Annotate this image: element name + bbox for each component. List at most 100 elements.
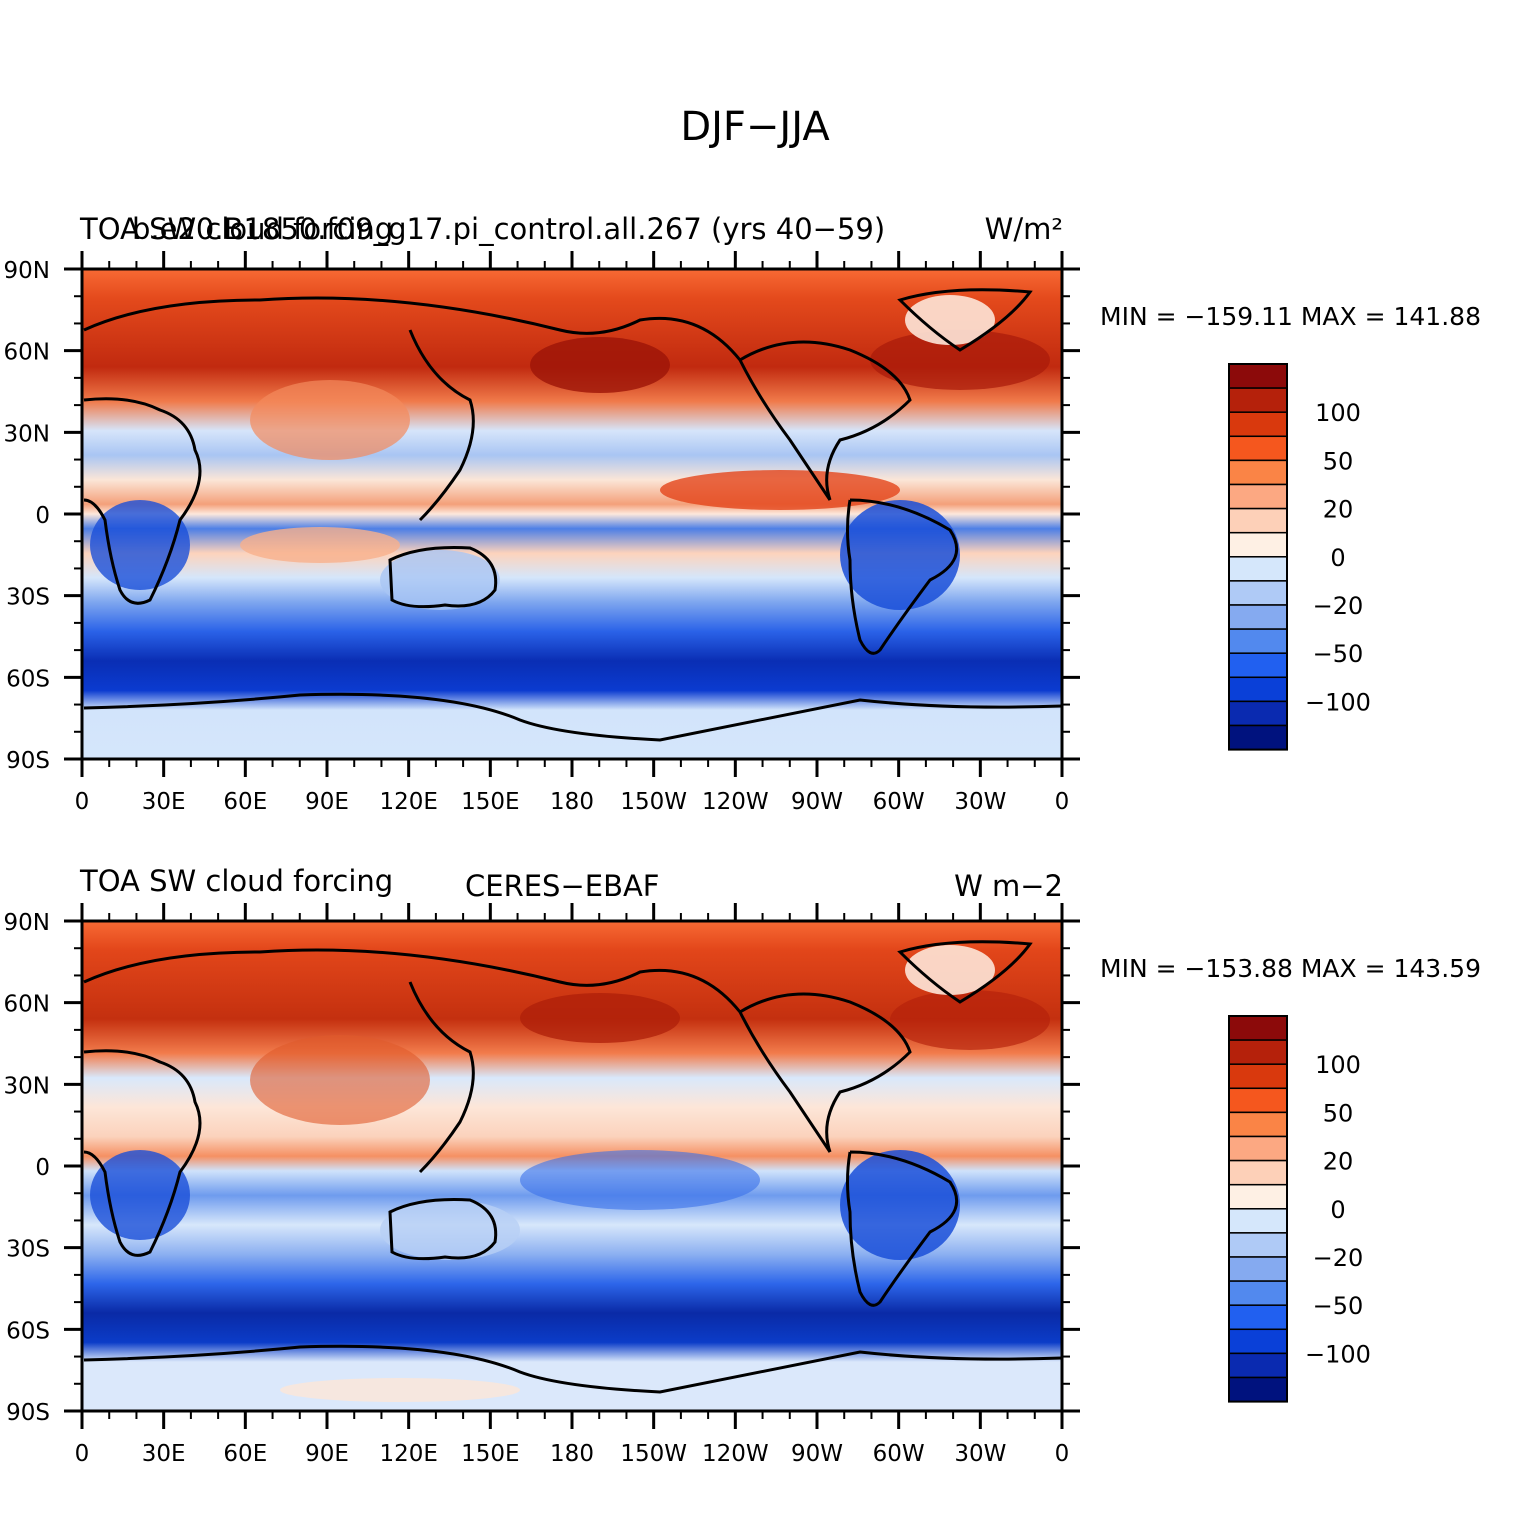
min-max-readout: MIN = −159.11 MAX = 141.88 [1100, 302, 1481, 331]
colorbar-box [1228, 1111, 1288, 1138]
colorbar-box [1228, 1256, 1288, 1282]
colorbar-label: 50 [1323, 1099, 1354, 1127]
lon-tick-label: 30W [954, 789, 1006, 815]
lon-tick-label: 60W [873, 1441, 925, 1467]
longitude-ticks: 0 30E 60E 90E 120E 150E 180 150W 120W 90W 60W 30W 0 [75, 251, 1070, 815]
colorbar-label: −50 [1313, 1292, 1364, 1320]
colorbar-label: −20 [1313, 1244, 1364, 1272]
lon-tick-label: 30E [142, 1441, 186, 1467]
colorbar-label: −50 [1313, 640, 1364, 668]
model-panel: TOA SW cloud forcing b.e20.B1850.f09_g17… [4, 212, 1481, 815]
panel-center-label: CERES−EBAF [465, 869, 660, 903]
colorbar-label: 100 [1315, 1051, 1361, 1079]
lon-tick-label: 60E [223, 1441, 267, 1467]
lat-tick-label: 90N [4, 910, 50, 936]
lat-tick-label: 0 [35, 1155, 50, 1181]
colorbar-box [1228, 556, 1288, 582]
colorbar: 100 50 20 0 −20 −50 −100 [1228, 363, 1371, 751]
lon-tick-label: 0 [1055, 1441, 1070, 1467]
observation-panel: TOA SW cloud forcing CERES−EBAF W m−2 [4, 864, 1481, 1467]
lon-tick-label: 150W [620, 789, 687, 815]
colorbar-box [1228, 483, 1288, 510]
colorbar-box [1228, 604, 1288, 630]
lon-tick-label: 90W [791, 789, 843, 815]
lat-tick-label: 30N [4, 1073, 50, 1099]
lon-tick-label: 120E [379, 1441, 437, 1467]
colorbar-box [1228, 459, 1288, 486]
latitude-ticks: 90N 60N 30N 0 30S 60S 90S [4, 258, 1080, 774]
colorbar-box [1228, 676, 1288, 703]
colorbar-box [1228, 652, 1288, 679]
lon-tick-label: 180 [550, 1441, 594, 1467]
colorbar-label: 0 [1330, 544, 1345, 572]
lon-tick-label: 60E [223, 789, 267, 815]
min-max-readout: MIN = −153.88 MAX = 143.59 [1100, 954, 1481, 983]
colorbar-box [1228, 363, 1288, 389]
lon-tick-label: 90E [305, 1441, 349, 1467]
colorbar-box [1228, 1376, 1288, 1403]
coastlines [83, 940, 1063, 1394]
lat-tick-label: 60S [6, 666, 50, 692]
lon-tick-label: 30E [142, 789, 186, 815]
colorbar-label: 20 [1323, 1148, 1354, 1176]
colorbar-label: −20 [1313, 592, 1364, 620]
colorbar-box [1228, 1039, 1288, 1065]
latitude-ticks: 90N 60N 30N 0 30S 60S 90S [4, 910, 1080, 1426]
colorbar-label: 50 [1323, 447, 1354, 475]
figure-title: DJF−JJA [680, 104, 830, 150]
lon-tick-label: 30W [954, 1441, 1006, 1467]
colorbar-box [1228, 1135, 1288, 1162]
lat-tick-label: 30S [6, 1237, 50, 1263]
colorbar-label: 100 [1315, 399, 1361, 427]
lat-tick-label: 60N [4, 340, 50, 366]
colorbar-box [1228, 1159, 1288, 1186]
lon-tick-label: 180 [550, 789, 594, 815]
panel-center-label: b.e20.B1850.f09_g17.pi_control.all.267 (… [132, 212, 885, 246]
lat-tick-label: 0 [35, 503, 50, 529]
lon-tick-label: 90E [305, 789, 349, 815]
lon-tick-label: 0 [1055, 789, 1070, 815]
colorbar-box [1228, 1328, 1288, 1355]
panel-left-label: TOA SW cloud forcing [79, 864, 393, 898]
colorbar-label: 20 [1323, 496, 1354, 524]
lon-tick-label: 120W [702, 789, 769, 815]
lon-tick-label: 120E [379, 789, 437, 815]
field-patches [90, 945, 1050, 1402]
lon-tick-label: 0 [75, 789, 90, 815]
lon-tick-label: 120W [702, 1441, 769, 1467]
lon-tick-label: 150E [461, 1441, 519, 1467]
colorbar-label: 0 [1330, 1196, 1345, 1224]
colorbar-box [1228, 1208, 1288, 1234]
lat-tick-label: 30N [4, 421, 50, 447]
lat-tick-label: 90S [6, 1400, 50, 1426]
lat-tick-label: 30S [6, 585, 50, 611]
colorbar-box [1228, 724, 1288, 751]
lon-tick-label: 90W [791, 1441, 843, 1467]
colorbar-box [1228, 507, 1288, 534]
colorbar-box [1228, 700, 1288, 727]
colorbar-box [1228, 628, 1288, 654]
lat-tick-label: 90N [4, 258, 50, 284]
longitude-ticks: 0 30E 60E 90E 120E 150E 180 150W 120W 90W 60W 30W 0 [75, 903, 1070, 1467]
colorbar-label: −100 [1305, 688, 1371, 716]
lon-tick-label: 60W [873, 789, 925, 815]
lon-tick-label: 0 [75, 1441, 90, 1467]
colorbar-box [1228, 1087, 1288, 1114]
colorbar-box [1228, 1183, 1288, 1210]
lon-tick-label: 150E [461, 789, 519, 815]
panel-units-label: W m−2 [954, 869, 1063, 903]
colorbar-box [1228, 411, 1288, 438]
coastlines [83, 288, 1063, 742]
colorbar-box [1228, 387, 1288, 413]
colorbar-frame [1228, 363, 1288, 751]
panel-left-label: TOA SW cloud forcing [79, 212, 393, 246]
panel-units-label: W/m² [985, 212, 1063, 246]
colorbar-box [1228, 1352, 1288, 1379]
colorbar-box [1228, 1015, 1288, 1041]
colorbar: 100 50 20 0 −20 −50 −100 [1228, 1015, 1371, 1403]
colorbar-box [1228, 1304, 1288, 1331]
colorbar-box [1228, 580, 1288, 606]
colorbar-frame [1228, 1015, 1288, 1403]
lat-tick-label: 60S [6, 1318, 50, 1344]
lat-tick-label: 90S [6, 748, 50, 774]
